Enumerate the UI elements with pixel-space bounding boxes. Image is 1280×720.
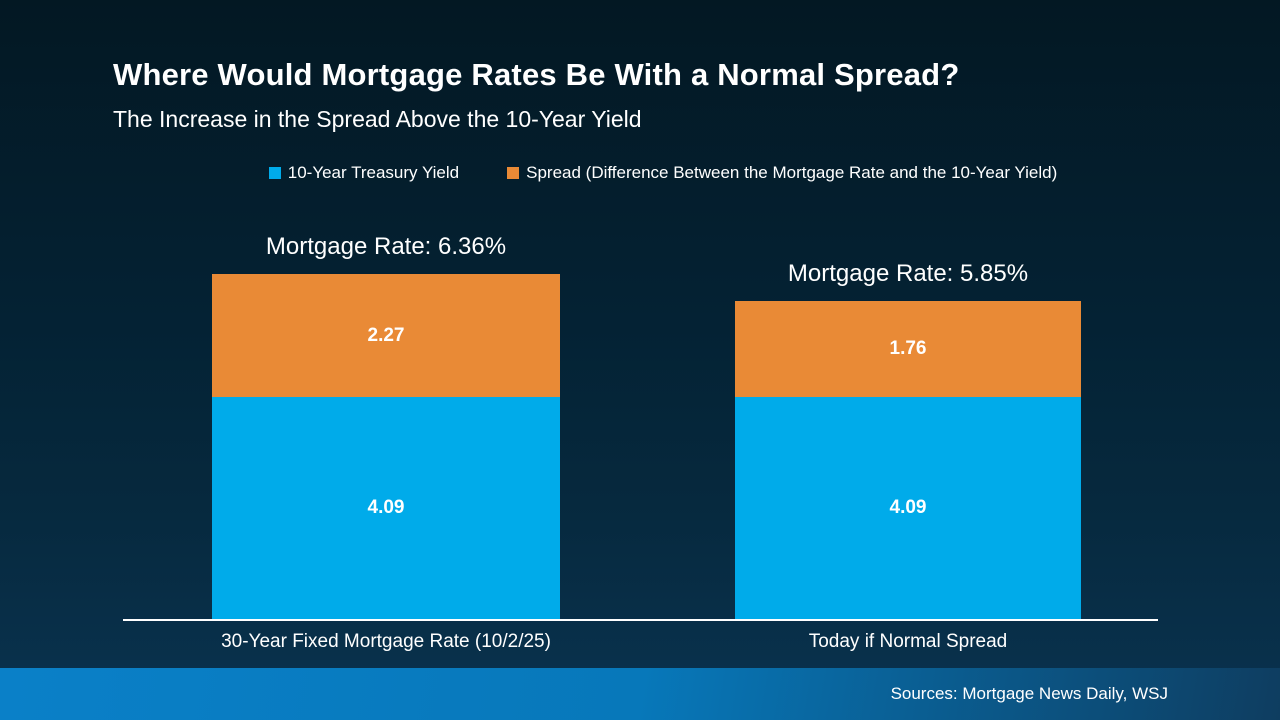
legend-label-treasury: 10-Year Treasury Yield	[287, 163, 460, 182]
legend-item-treasury: 10-Year Treasury Yield	[268, 163, 460, 183]
legend-label-spread: Spread (Difference Between the Mortgage …	[526, 163, 1058, 182]
treasury-swatch-icon	[268, 167, 281, 179]
bar-normal-spread: Mortgage Rate: 5.85% 1.76 4.09	[735, 260, 1081, 619]
total-label-current: Mortgage Rate: 6.36%	[265, 233, 507, 260]
spread-value-current: 2.27	[367, 324, 405, 346]
treasury-segment-current: 4.09	[212, 397, 560, 619]
chart-legend: 10-Year Treasury Yield Spread (Differenc…	[0, 163, 1280, 183]
treasury-value-current: 4.09	[367, 497, 405, 518]
footer-bar: Sources: Mortgage News Daily, WSJ	[0, 668, 1280, 720]
x-axis-line	[123, 619, 1158, 621]
category-label-current: 30-Year Fixed Mortgage Rate (10/2/25)	[221, 631, 551, 652]
treasury-segment-normal: 4.09	[735, 397, 1081, 619]
page-subtitle: The Increase in the Spread Above the 10-…	[113, 106, 642, 132]
category-label-normal: Today if Normal Spread	[808, 631, 1008, 652]
treasury-value-normal: 4.09	[889, 497, 927, 518]
spread-segment-current: 2.27	[212, 274, 560, 397]
total-label-normal: Mortgage Rate: 5.85%	[787, 260, 1029, 287]
bar-current-mortgage-rate: Mortgage Rate: 6.36% 2.27 4.09	[212, 233, 560, 619]
sources-text: Sources: Mortgage News Daily, WSJ	[890, 684, 1168, 703]
page-title: Where Would Mortgage Rates Be With a Nor…	[113, 57, 960, 92]
spread-segment-normal: 1.76	[735, 301, 1081, 397]
spread-swatch-icon	[507, 167, 520, 179]
spread-value-normal: 1.76	[889, 338, 927, 359]
legend-item-spread: Spread (Difference Between the Mortgage …	[507, 163, 1057, 183]
